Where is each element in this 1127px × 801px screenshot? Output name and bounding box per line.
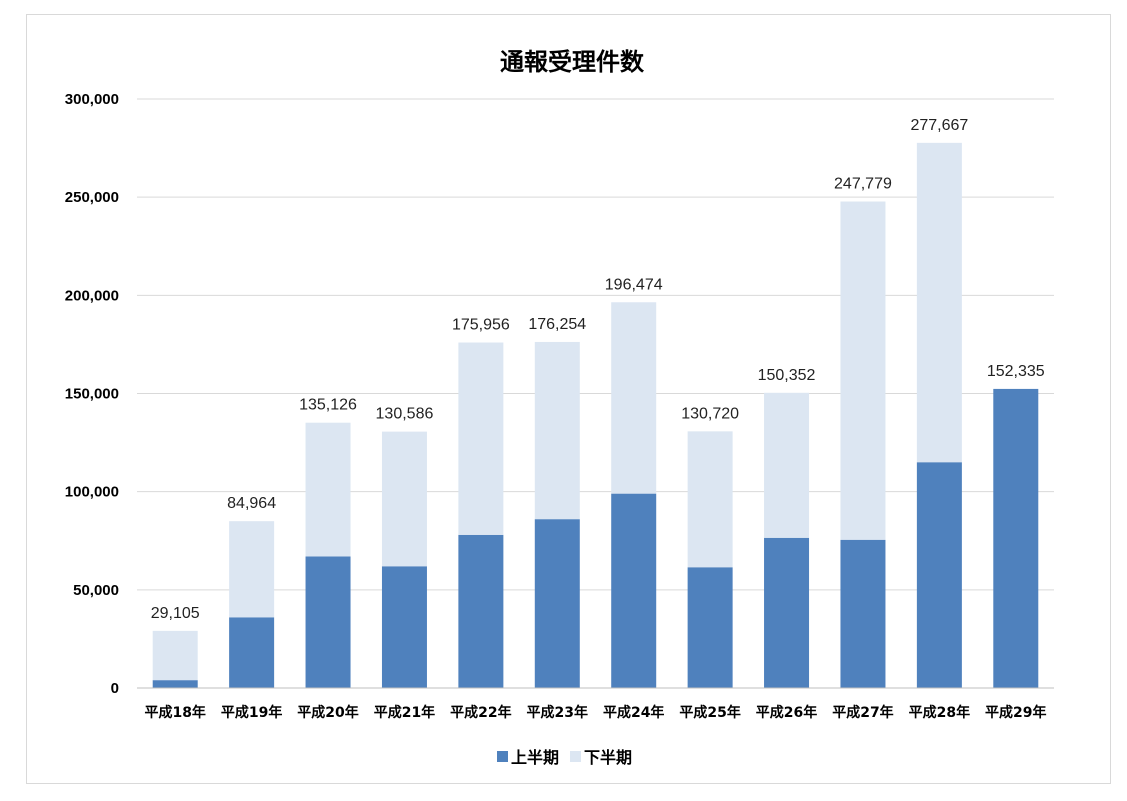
y-tick-label: 100,000 [65,484,119,501]
total-data-label: 247,779 [834,176,892,193]
bar-first-half [687,567,733,688]
bar-second-half [687,431,733,568]
y-axis-ticks: 0 50,000 100,000 150,000 200,000 250,000 300,0… [65,91,119,697]
y-tick-label: 200,000 [65,287,119,304]
y-tick-label: 300,000 [65,91,119,108]
x-tick-label: 平成20年 [297,704,358,721]
bar-first-half [611,493,657,688]
total-data-label: 150,352 [758,367,816,384]
x-tick-label: 平成26年 [756,704,817,721]
bar-second-half [381,431,427,567]
x-tick-label: 平成28年 [909,704,970,721]
gridlines [137,98,1054,591]
total-data-label: 176,254 [528,316,586,333]
total-data-label: 152,335 [987,363,1045,380]
bar-second-half [305,422,351,557]
total-data-label: 84,964 [227,495,276,512]
bar-first-half [916,462,962,688]
x-tick-label: 平成25年 [679,704,740,721]
bar-first-half [458,534,504,688]
total-data-label: 29,105 [151,605,200,622]
bar-first-half [305,556,351,688]
bar-first-half [534,519,580,688]
data-labels: 29,105 84,964 135,126 130,586 175,956 176,254… [151,117,1045,622]
bar-second-half [916,142,962,463]
total-data-label: 130,720 [681,405,739,422]
y-tick-label: 150,000 [65,386,119,403]
bar-first-half [764,537,810,688]
x-tick-label: 平成19年 [221,704,282,721]
x-tick-label: 平成24年 [603,704,664,721]
bar-second-half [764,392,810,538]
x-tick-label: 平成18年 [144,704,205,721]
bar-first-half [229,617,275,688]
bar-second-half [534,341,580,520]
bar-first-half [152,680,198,688]
legend-label-second-half: 下半期 [584,748,632,767]
x-tick-label: 平成27年 [832,704,893,721]
bar-second-half [229,521,275,618]
bar-first-half [381,566,427,688]
y-tick-label: 50,000 [73,582,119,599]
bar-second-half [152,630,198,681]
bar-second-half [458,342,504,535]
x-tick-label: 平成22年 [450,704,511,721]
bar-second-half [840,201,886,540]
x-axis-ticks: 平成18年 平成19年 平成20年 平成21年 平成22年 平成23年 平成24年 平成25年… [144,704,1046,721]
legend: 上半期 下半期 [497,748,632,767]
x-tick-label: 平成21年 [374,704,435,721]
legend-swatch-first-half [497,751,508,762]
total-data-label: 130,586 [376,406,434,423]
y-tick-label: 250,000 [65,189,119,206]
legend-swatch-second-half [570,751,581,762]
bar-first-half [840,539,886,688]
total-data-label: 135,126 [299,397,357,414]
x-tick-label: 平成29年 [985,704,1046,721]
bar-second-half [611,302,657,494]
chart-title: 通報受理件数 [500,48,645,76]
bar-first-half [993,388,1039,688]
total-data-label: 277,667 [910,117,968,134]
x-tick-label: 平成23年 [527,704,588,721]
bars [152,142,1039,688]
legend-label-first-half: 上半期 [511,748,559,767]
y-tick-label: 0 [111,680,119,697]
total-data-label: 175,956 [452,317,510,334]
total-data-label: 196,474 [605,276,663,293]
